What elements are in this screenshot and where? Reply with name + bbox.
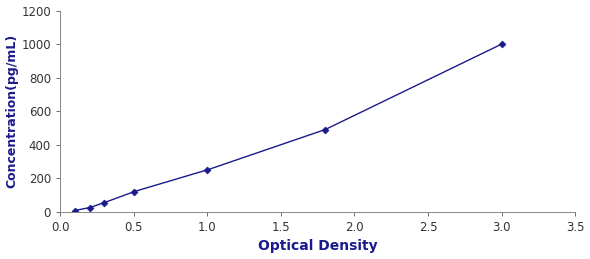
Y-axis label: Concentration(pg/mL): Concentration(pg/mL) <box>5 34 18 188</box>
X-axis label: Optical Density: Optical Density <box>258 239 378 254</box>
